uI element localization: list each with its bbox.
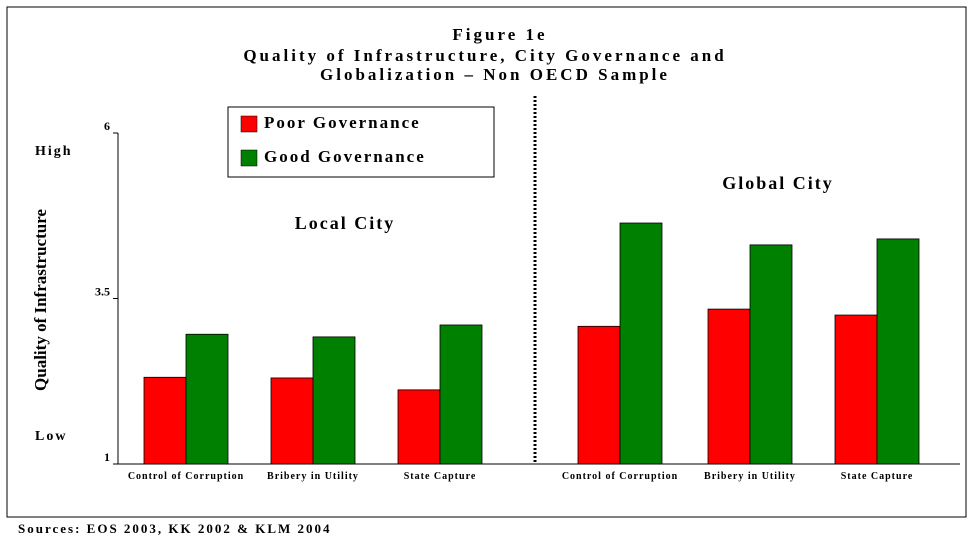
x-tick-label: State Capture	[403, 471, 477, 482]
y-axis-label: Quality of Infrastructure	[31, 209, 50, 391]
bar	[834, 314, 878, 465]
x-tick-label-box: Bribery in Utility	[704, 471, 796, 482]
chart-title: Figure 1e	[452, 25, 547, 44]
annotation: Local City	[295, 213, 396, 233]
annotation: High	[35, 144, 73, 159]
y-tick-label: 3.5	[95, 284, 110, 298]
frame	[6, 6, 967, 518]
bar	[270, 377, 314, 465]
x-tick-label: Control of Corruption	[561, 471, 679, 482]
chart-title: Quality of Infrastructure, City Governan…	[243, 46, 726, 65]
bar	[439, 324, 483, 465]
bar	[876, 238, 920, 465]
annotation: Global City	[722, 173, 834, 193]
bar	[397, 389, 441, 465]
x-tick-label-box: State Capture	[403, 471, 477, 482]
bar	[577, 325, 621, 465]
source: Sources: EOS 2003, KK 2002 & KLM 2004	[18, 521, 332, 536]
legend	[227, 106, 495, 178]
y-tick-label: 1	[104, 450, 110, 464]
x-tick-label: State Capture	[840, 471, 914, 482]
legend-label: Poor Governance	[264, 113, 421, 132]
annotation: Low	[35, 429, 67, 444]
x-tick-label-box: Control of Corruption	[561, 471, 679, 482]
bar	[749, 244, 793, 465]
y-tick-label: 6	[104, 119, 110, 133]
bar	[143, 376, 187, 465]
bar	[707, 308, 751, 465]
x-tick-label: Bribery in Utility	[267, 471, 359, 482]
legend-swatch	[240, 115, 258, 133]
x-tick-label-box: State Capture	[840, 471, 914, 482]
x-tick-label-box: Bribery in Utility	[267, 471, 359, 482]
chart-title: Globalization – Non OECD Sample	[320, 65, 670, 84]
bar	[312, 336, 356, 465]
x-tick-label: Control of Corruption	[127, 471, 245, 482]
bar	[185, 333, 229, 465]
x-tick-label: Bribery in Utility	[704, 471, 796, 482]
x-tick-label-box: Control of Corruption	[127, 471, 245, 482]
legend-label: Good Governance	[264, 147, 426, 166]
bar	[619, 222, 663, 465]
legend-swatch	[240, 149, 258, 167]
